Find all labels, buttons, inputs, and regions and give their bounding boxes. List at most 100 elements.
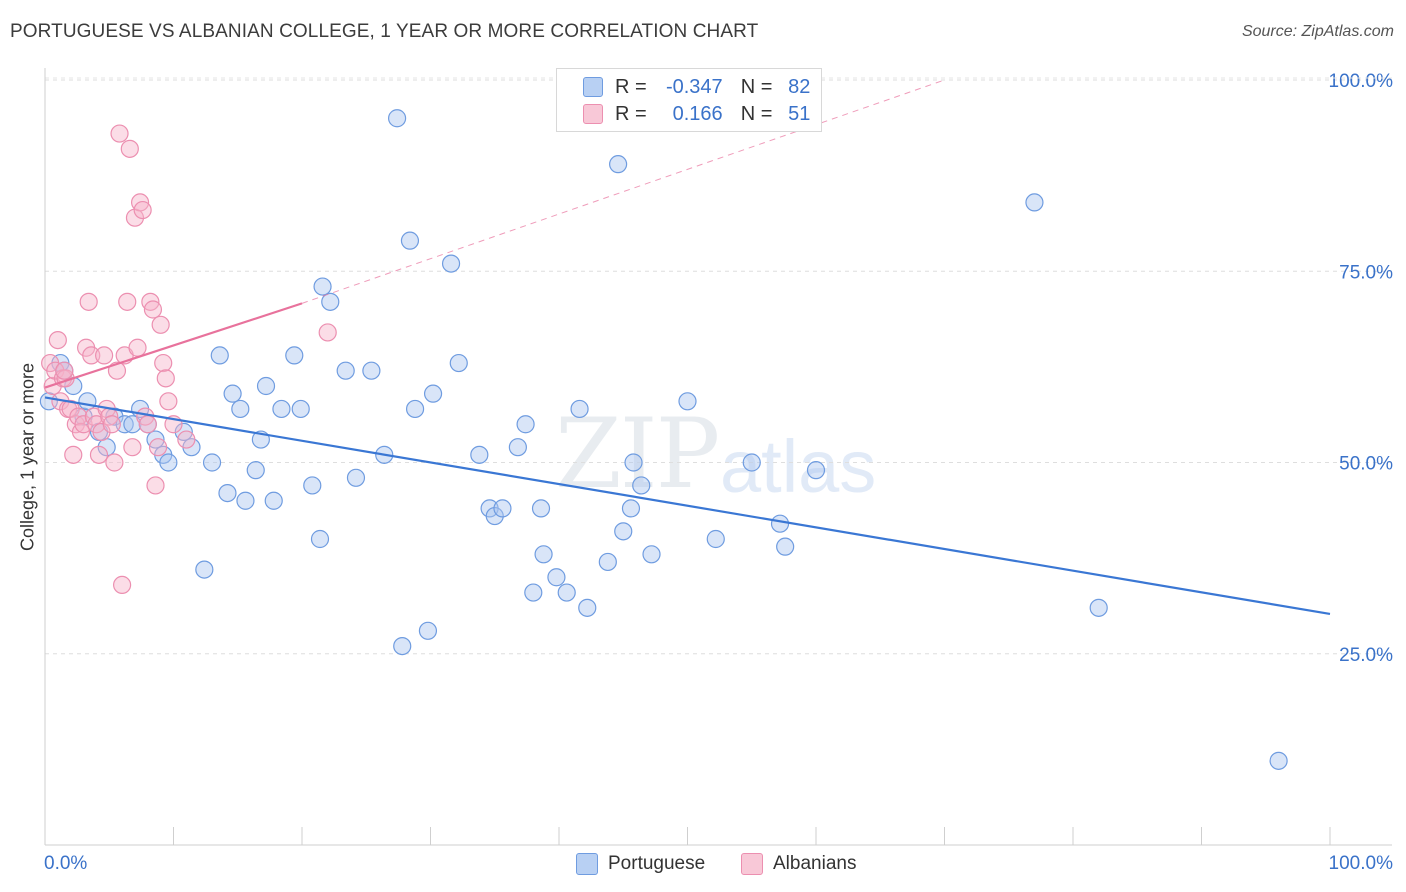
r-value: -0.347 (665, 75, 723, 98)
y-tick-label: 50.0% (1339, 454, 1393, 475)
albanians-point (89, 445, 109, 464)
correlation-legend: R = -0.347 N = 82 R = 0.166 N = 51 (556, 68, 822, 132)
portuguese-trend-line (44, 396, 1331, 616)
portuguese-point (387, 109, 407, 128)
albanians-point (128, 338, 147, 357)
r-value: 0.166 (672, 102, 723, 125)
portuguese-point (624, 453, 643, 472)
y-tick-label: 100.0% (1329, 71, 1394, 92)
legend-row-albanians: R = 0.166 N = 51 (583, 102, 810, 126)
portuguese-point (485, 506, 504, 526)
y-tick-label: 75.0% (1339, 262, 1393, 283)
albanians-point (105, 453, 124, 472)
albanians-label: Albanians (773, 853, 857, 874)
portuguese-point (524, 583, 543, 602)
albanians-point (133, 200, 152, 220)
portuguese-point (405, 399, 425, 419)
portuguese-point (272, 399, 291, 419)
albanians-point (123, 438, 142, 457)
portuguese-point (346, 468, 366, 487)
portuguese-point (570, 399, 589, 419)
albanians-swatch (583, 104, 603, 124)
albanians-point (159, 392, 178, 411)
albanians-point (151, 315, 170, 334)
portuguese-point (303, 476, 322, 495)
albanians-trend-line (44, 302, 303, 389)
portuguese-point (218, 484, 237, 503)
albanians-point (177, 430, 196, 449)
albanians-point (112, 575, 132, 595)
albanians-point (120, 139, 139, 158)
portuguese-point (202, 453, 222, 472)
albanians-point (79, 292, 98, 311)
portuguese-point (557, 583, 576, 602)
albanians-point (110, 124, 129, 143)
albanians-point (154, 353, 173, 373)
bottom-legend-portuguese: Portuguese (576, 852, 705, 876)
y-axis-label: College, 1 year or more (17, 362, 38, 552)
portuguese-point (770, 514, 790, 533)
n-label: N = (740, 102, 773, 125)
portuguese-point (534, 545, 553, 564)
albanians-point (138, 415, 157, 434)
portuguese-point (393, 636, 412, 656)
portuguese-point (632, 476, 651, 495)
portuguese-point (310, 529, 330, 549)
albanians-point (318, 323, 337, 342)
portuguese-point (285, 346, 304, 365)
albanians-point (48, 331, 67, 350)
portuguese-swatch (576, 853, 598, 875)
portuguese-point (678, 392, 697, 411)
portuguese-point (1269, 751, 1288, 770)
portuguese-point (493, 499, 512, 518)
n-value: 82 (788, 75, 811, 98)
portuguese-point (609, 155, 628, 174)
portuguese-point (742, 453, 761, 472)
albanians-point (143, 300, 163, 319)
portuguese-point (210, 346, 229, 365)
albanians-point (55, 361, 74, 380)
portuguese-point (264, 491, 283, 510)
portuguese-point (231, 399, 250, 419)
portuguese-point (806, 461, 826, 480)
albanians-point (92, 422, 111, 441)
bottom-legend-albanians: Albanians (741, 852, 856, 876)
portuguese-point (423, 384, 443, 403)
portuguese-point (291, 399, 310, 419)
watermark-atlas: atlas (720, 425, 877, 508)
portuguese-point (159, 453, 178, 472)
portuguese-label: Portuguese (608, 853, 706, 874)
albanians-trend-line-extension (301, 79, 945, 304)
albanians-point (146, 476, 165, 495)
r-label: R = (615, 75, 647, 98)
portuguese-point (1025, 193, 1044, 212)
albanians-point (95, 346, 114, 365)
albanians-point (148, 438, 168, 457)
portuguese-point (706, 529, 725, 549)
portuguese-point (598, 552, 617, 572)
portuguese-point (321, 292, 340, 311)
albanians-swatch (741, 853, 763, 875)
portuguese-point (336, 361, 355, 380)
portuguese-point (246, 461, 265, 480)
x-tick-label: 0.0% (44, 853, 87, 874)
portuguese-swatch (583, 77, 603, 97)
portuguese-point (449, 353, 468, 373)
portuguese-point (195, 560, 214, 579)
portuguese-point (418, 621, 438, 640)
x-tick-label: 100.0% (1329, 853, 1394, 874)
portuguese-point (531, 499, 551, 518)
portuguese-point (441, 254, 461, 273)
portuguese-point (1089, 598, 1108, 617)
portuguese-point (362, 361, 381, 380)
portuguese-point (508, 438, 527, 457)
source-label: Source: ZipAtlas.com (1241, 23, 1394, 40)
portuguese-point (578, 598, 597, 617)
n-value: 51 (788, 102, 811, 125)
albanians-point (156, 369, 175, 388)
portuguese-point (776, 537, 795, 556)
portuguese-point (516, 415, 535, 434)
albanians-point (102, 415, 121, 434)
legend-row-portuguese: R = -0.347 N = 82 (583, 75, 810, 99)
